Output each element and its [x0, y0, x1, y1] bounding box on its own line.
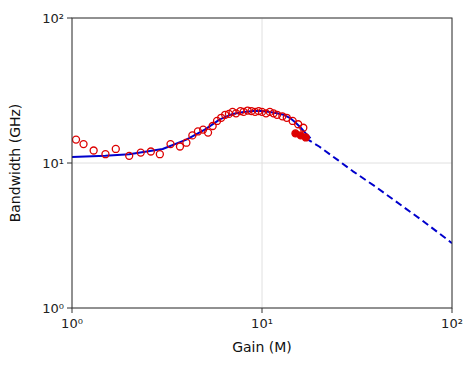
open-point: [279, 113, 286, 120]
open-point: [259, 108, 266, 115]
line: [72, 111, 311, 157]
x-tick: [72, 308, 73, 313]
open-point: [80, 141, 87, 148]
axes: 10⁰ 10¹ 10² 10⁰ 10¹ 10²: [42, 11, 463, 332]
x-tick-label: 10⁰: [61, 316, 83, 331]
filled-point: [302, 134, 309, 141]
open-point: [112, 145, 119, 152]
y-tick-label: 10¹: [42, 156, 64, 171]
open-point: [102, 151, 109, 158]
x-tick: [452, 308, 453, 313]
open-point: [137, 149, 144, 156]
open-point: [300, 124, 307, 131]
chart: 10⁰ 10¹ 10² 10⁰ 10¹ 10² Gain (M) Bandwidth (GHz…: [0, 0, 474, 366]
open-point: [183, 139, 190, 146]
y-axis-label: Bandwidth (GHz): [7, 104, 23, 223]
y-tick: [67, 163, 72, 164]
x-tick: [262, 308, 263, 313]
plot-background: [72, 18, 452, 308]
open-point: [126, 152, 133, 159]
y-grid-line: [72, 163, 452, 164]
y-tick: [67, 18, 72, 19]
open-point: [205, 129, 212, 136]
open-point: [73, 136, 80, 143]
grid: [72, 18, 452, 308]
y-tick-label: 10²: [42, 11, 64, 26]
x-tick-label: 10¹: [251, 316, 273, 331]
open-point: [90, 147, 97, 154]
y-tick-label: 10⁰: [42, 301, 64, 316]
x-tick-label: 10²: [441, 316, 463, 331]
open-point: [147, 148, 154, 155]
y-tick: [67, 308, 72, 309]
line: [306, 138, 452, 243]
open-point: [156, 151, 163, 158]
plot-frame: [72, 18, 452, 308]
data: [72, 107, 452, 243]
x-axis-label: Gain (M): [232, 339, 292, 355]
open-point: [176, 143, 183, 150]
open-point: [167, 141, 174, 148]
